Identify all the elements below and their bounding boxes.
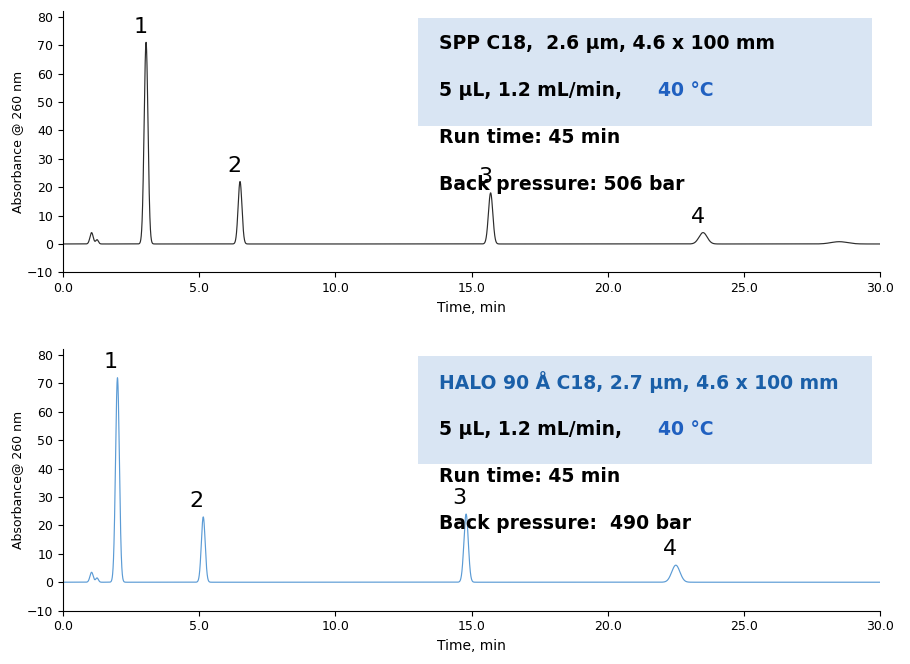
FancyBboxPatch shape bbox=[419, 356, 872, 464]
Text: 3: 3 bbox=[452, 489, 466, 509]
Y-axis label: Absorbance @ 260 nm: Absorbance @ 260 nm bbox=[11, 70, 24, 212]
Text: 40 °C: 40 °C bbox=[659, 81, 714, 100]
Text: HALO 90 Å C18, 2.7 μm, 4.6 x 100 mm: HALO 90 Å C18, 2.7 μm, 4.6 x 100 mm bbox=[439, 371, 838, 393]
Text: Run time: 45 min: Run time: 45 min bbox=[439, 467, 620, 485]
FancyBboxPatch shape bbox=[419, 18, 872, 126]
Text: 1: 1 bbox=[104, 352, 117, 372]
Text: 40 °C: 40 °C bbox=[659, 420, 714, 438]
Text: 5 μL, 1.2 mL/min,: 5 μL, 1.2 mL/min, bbox=[439, 420, 629, 438]
Text: 1: 1 bbox=[134, 17, 147, 37]
Text: 3: 3 bbox=[478, 167, 492, 187]
Text: Back pressure:  490 bar: Back pressure: 490 bar bbox=[439, 513, 691, 533]
Text: 4: 4 bbox=[663, 539, 677, 560]
X-axis label: Time, min: Time, min bbox=[437, 301, 506, 315]
X-axis label: Time, min: Time, min bbox=[437, 639, 506, 653]
Text: 2: 2 bbox=[228, 156, 242, 176]
Text: 2: 2 bbox=[189, 491, 204, 511]
Text: Back pressure: 506 bar: Back pressure: 506 bar bbox=[439, 175, 684, 195]
Text: Run time: 45 min: Run time: 45 min bbox=[439, 128, 620, 147]
Text: SPP C18,  2.6 μm, 4.6 x 100 mm: SPP C18, 2.6 μm, 4.6 x 100 mm bbox=[439, 35, 774, 53]
Text: 5 μL, 1.2 mL/min,: 5 μL, 1.2 mL/min, bbox=[439, 81, 629, 100]
Text: 4: 4 bbox=[691, 207, 704, 227]
Y-axis label: Absorbance@ 260 nm: Absorbance@ 260 nm bbox=[11, 411, 24, 549]
